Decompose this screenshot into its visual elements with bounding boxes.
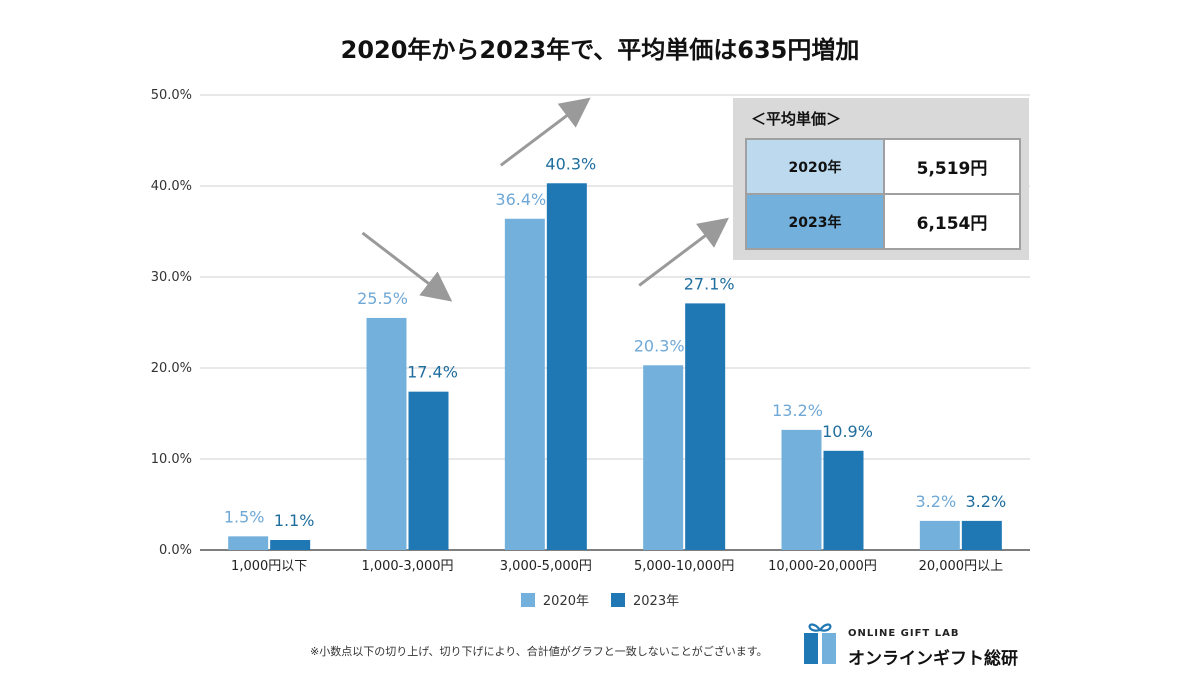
y-axis-ticks: 0.0% 10.0% 20.0% 30.0% 40.0% 50.0% xyxy=(151,88,192,558)
average-price-row: 2023年 6,154円 xyxy=(745,193,1021,250)
data-label: 13.2% xyxy=(772,401,823,420)
legend-item-2020: 2020年 xyxy=(520,590,589,609)
bar-2023年-5 xyxy=(961,520,1002,550)
data-label: 36.4% xyxy=(495,190,546,209)
data-label: 27.1% xyxy=(684,274,735,293)
bar-2020年-1 xyxy=(366,317,407,550)
average-price-value: 6,154円 xyxy=(883,193,1021,250)
legend-label-2020: 2020年 xyxy=(542,594,589,609)
legend-label-2023: 2023年 xyxy=(633,594,680,609)
data-label: 3.2% xyxy=(966,492,1007,511)
average-price-box: ＜平均単価＞ 2020年 5,519円 2023年 6,154円 xyxy=(733,98,1029,260)
bar-2020年-0 xyxy=(228,536,269,550)
x-tick-label: 3,000-5,000円 xyxy=(500,559,592,574)
average-price-year: 2020年 xyxy=(745,138,885,195)
x-tick-label: 1,000円以下 xyxy=(231,559,307,574)
average-price-row: 2020年 5,519円 xyxy=(745,138,1021,195)
average-price-value: 5,519円 xyxy=(883,138,1021,195)
data-label: 25.5% xyxy=(357,289,408,308)
bar-2020年-2 xyxy=(504,218,545,550)
bar-2023年-0 xyxy=(270,539,311,550)
data-label: 1.5% xyxy=(224,507,265,526)
data-label: 1.1% xyxy=(274,511,315,530)
data-labels: 1.5% 1.1% 25.5% 17.4% 36.4% 40.3% 20.3% 27.1% 13… xyxy=(224,154,1006,530)
y-tick-label: 20.0% xyxy=(151,361,192,376)
data-label: 40.3% xyxy=(545,154,596,173)
x-tick-label: 20,000円以上 xyxy=(919,559,1004,574)
bar-2023年-4 xyxy=(823,450,864,550)
average-price-year: 2023年 xyxy=(745,193,885,250)
x-tick-label: 10,000-20,000円 xyxy=(768,559,877,574)
logo-text-jp: オンラインギフト総研 xyxy=(848,649,1018,669)
average-price-title: ＜平均単価＞ xyxy=(751,110,842,128)
bar-2023年-1 xyxy=(408,391,449,550)
bar-2023年-2 xyxy=(546,183,587,550)
y-tick-label: 0.0% xyxy=(159,543,192,558)
gift-box-icon xyxy=(804,623,836,664)
x-tick-label: 1,000-3,000円 xyxy=(361,559,453,574)
y-tick-label: 40.0% xyxy=(151,179,192,194)
bar-2020年-3 xyxy=(643,365,684,550)
bar-2023年-3 xyxy=(685,303,726,550)
legend-swatch-2020 xyxy=(520,592,535,607)
gridlines xyxy=(200,94,1030,551)
legend-swatch-2023 xyxy=(611,592,625,607)
trend-arrow-up xyxy=(638,217,729,287)
bar-chart: 0.0% 10.0% 20.0% 30.0% 40.0% 50.0% 1.5% 1.1% 25… xyxy=(151,88,1030,574)
data-label: 17.4% xyxy=(407,363,458,382)
bar-2020年-4 xyxy=(781,429,822,550)
average-price-table: 2020年 5,519円 2023年 6,154円 xyxy=(745,138,1021,250)
trend-arrows xyxy=(361,97,729,302)
x-tick-label: 5,000-10,000円 xyxy=(634,559,734,574)
x-axis-ticks: 1,000円以下 1,000-3,000円 3,000-5,000円 5,000-10… xyxy=(231,559,1003,574)
y-tick-label: 50.0% xyxy=(151,88,192,103)
data-label: 10.9% xyxy=(822,422,873,441)
trend-arrow-up xyxy=(499,97,591,167)
chart-title: 2020年から2023年で、平均単価は635円増加 xyxy=(340,36,860,64)
data-label: 20.3% xyxy=(634,336,685,355)
logo-text-en: ONLINE GIFT LAB xyxy=(848,628,960,639)
legend: 2020年 2023年 xyxy=(0,590,1200,609)
footnote: ※小数点以下の切り上げ、切り下げにより、合計値がグラフと一致しないことがございま… xyxy=(310,645,768,658)
legend-item-2023: 2023年 xyxy=(611,590,679,609)
trend-arrow-down xyxy=(361,231,453,302)
y-tick-label: 30.0% xyxy=(151,270,192,285)
y-tick-label: 10.0% xyxy=(151,452,192,467)
bar-2020年-5 xyxy=(919,520,960,550)
data-label: 3.2% xyxy=(916,492,957,511)
logo: ONLINE GIFT LAB オンラインギフト総研 xyxy=(800,620,1060,670)
bars xyxy=(228,183,1002,550)
